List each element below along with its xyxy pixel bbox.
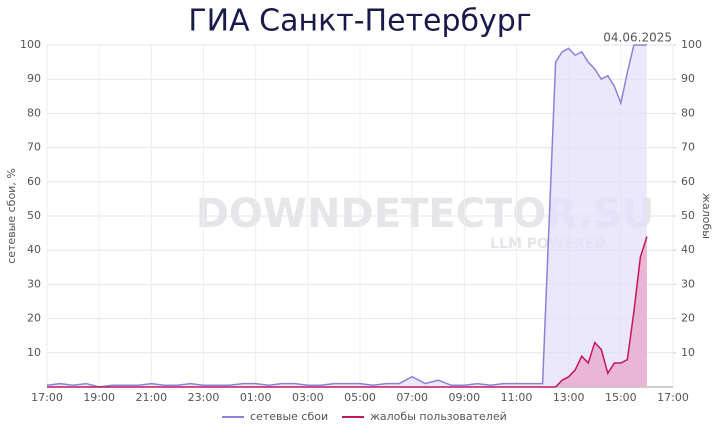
y2-axis-label: жалобы bbox=[700, 193, 713, 239]
chart-title: ГИА Санкт-Петербург bbox=[188, 4, 531, 39]
x-tick-label: 03:00 bbox=[292, 391, 324, 404]
y-tick-label: 70 bbox=[27, 141, 41, 154]
y-tick-label: 10 bbox=[27, 346, 41, 359]
legend-label: жалобы пользователей bbox=[370, 410, 507, 423]
x-tick-label: 05:00 bbox=[344, 391, 376, 404]
x-tick-label: 17:00 bbox=[31, 391, 63, 404]
y2-tick-label: 100 bbox=[681, 38, 702, 51]
y-tick-label: 90 bbox=[27, 72, 41, 85]
y-tick-label: 20 bbox=[27, 312, 41, 325]
x-tick-label: 13:00 bbox=[553, 391, 585, 404]
y2-tick-label: 90 bbox=[681, 72, 695, 85]
y2-tick-label: 20 bbox=[681, 312, 695, 325]
y-axis-label: сетевые сбои, % bbox=[5, 168, 18, 264]
date: 04.06.2025 bbox=[603, 31, 672, 45]
y-tick-label: 40 bbox=[27, 243, 41, 256]
x-tick-label: 17:00 bbox=[657, 391, 689, 404]
legend-label: сетевые сбои bbox=[250, 410, 328, 423]
x-tick-label: 23:00 bbox=[188, 391, 220, 404]
area bbox=[47, 45, 647, 387]
y-tick-label: 80 bbox=[27, 106, 41, 119]
x-tick-label: 21:00 bbox=[135, 391, 167, 404]
x-tick-label: 15:00 bbox=[605, 391, 637, 404]
y2-tick-label: 60 bbox=[681, 175, 695, 188]
y2-tick-label: 50 bbox=[681, 209, 695, 222]
y2-tick-label: 70 bbox=[681, 141, 695, 154]
y-tick-label: 30 bbox=[27, 277, 41, 290]
y2-tick-label: 10 bbox=[681, 346, 695, 359]
y-tick-label: 50 bbox=[27, 209, 41, 222]
y2-tick-label: 30 bbox=[681, 277, 695, 290]
x-tick-label: 01:00 bbox=[240, 391, 272, 404]
x-tick-label: 11:00 bbox=[501, 391, 533, 404]
x-tick-label: 07:00 bbox=[396, 391, 428, 404]
y-tick-label: 60 bbox=[27, 175, 41, 188]
y-tick-label: 100 bbox=[20, 38, 41, 51]
x-tick-label: 19:00 bbox=[83, 391, 115, 404]
line bbox=[46, 44, 647, 388]
y2-tick-label: 80 bbox=[681, 106, 695, 119]
area bbox=[47, 236, 647, 387]
x-tick-label: 09:00 bbox=[448, 391, 480, 404]
line bbox=[47, 236, 648, 388]
y2-tick-label: 40 bbox=[681, 243, 695, 256]
